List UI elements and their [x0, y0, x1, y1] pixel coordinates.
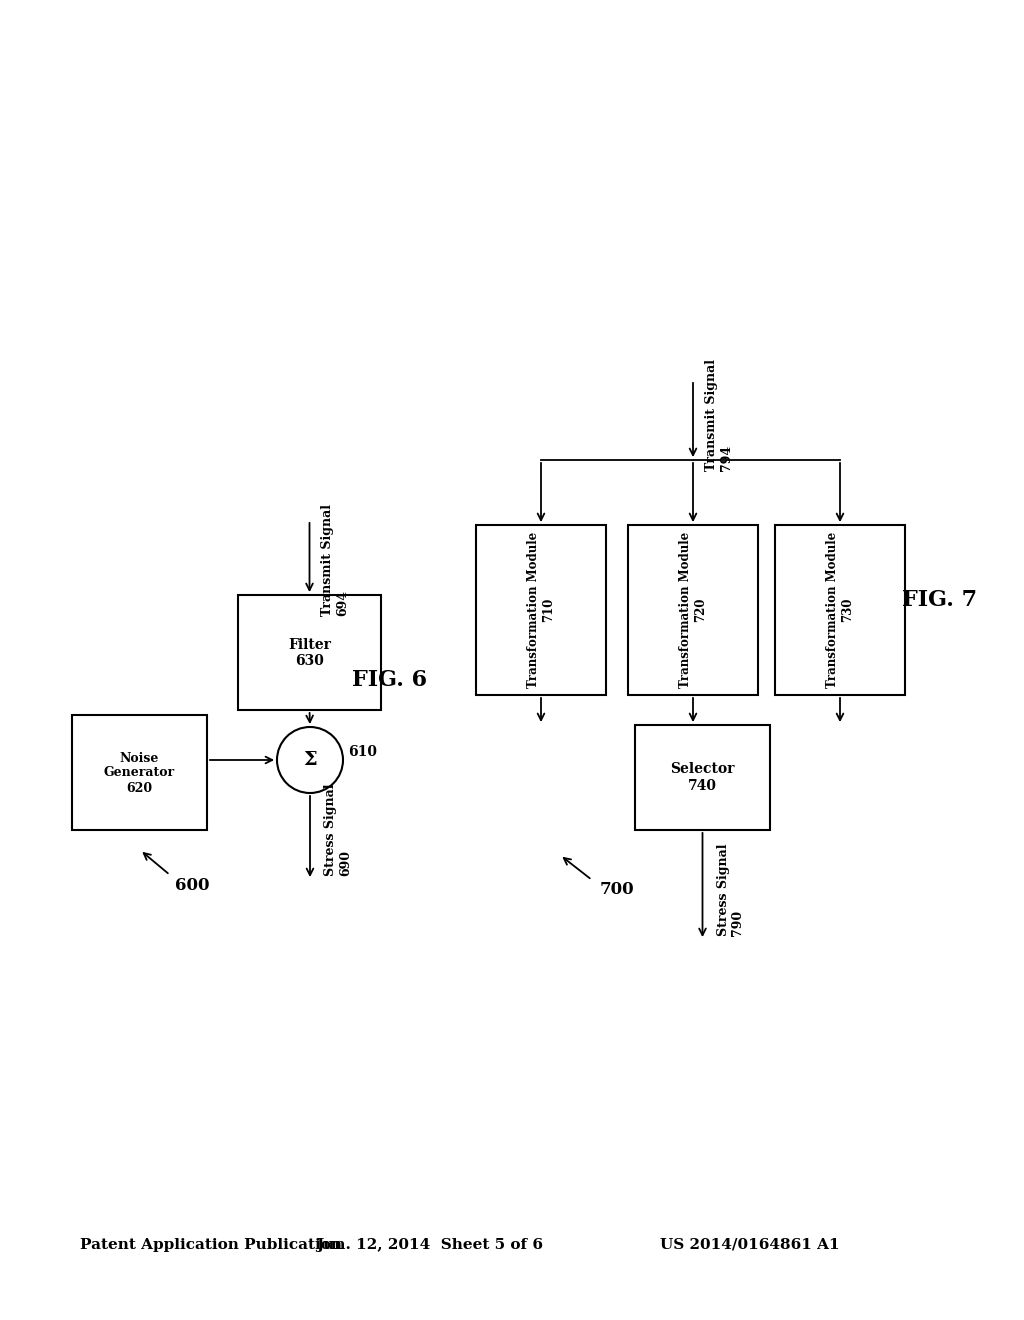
Text: US 2014/0164861 A1: US 2014/0164861 A1 [660, 1238, 840, 1251]
Bar [476, 525, 606, 696]
Text: Transmit Signal
794: Transmit Signal 794 [705, 359, 733, 471]
Text: Selector
740: Selector 740 [671, 763, 734, 792]
Text: Σ: Σ [303, 751, 316, 770]
Text: 600: 600 [175, 876, 210, 894]
Text: Jun. 12, 2014  Sheet 5 of 6: Jun. 12, 2014 Sheet 5 of 6 [316, 1238, 544, 1251]
Text: Noise
Generator
620: Noise Generator 620 [104, 751, 175, 795]
Bar [775, 525, 905, 696]
Text: Stress Signal
790: Stress Signal 790 [717, 843, 744, 936]
Bar [635, 725, 770, 830]
Circle shape [278, 727, 343, 793]
Text: Transmit Signal
694: Transmit Signal 694 [322, 504, 349, 616]
Text: 610: 610 [348, 744, 377, 759]
Text: Transformation Module
710: Transformation Module 710 [527, 532, 555, 688]
Text: Transformation Module
720: Transformation Module 720 [679, 532, 707, 688]
Text: Patent Application Publication: Patent Application Publication [80, 1238, 342, 1251]
Text: FIG. 6: FIG. 6 [352, 669, 428, 690]
Text: Stress Signal
690: Stress Signal 690 [324, 784, 352, 876]
Text: FIG. 7: FIG. 7 [902, 589, 978, 611]
Bar [238, 595, 381, 710]
Bar [628, 525, 758, 696]
Text: Filter
630: Filter 630 [288, 638, 331, 668]
Text: Transformation Module
730: Transformation Module 730 [826, 532, 854, 688]
Text: 700: 700 [600, 882, 635, 899]
Bar [72, 715, 207, 830]
